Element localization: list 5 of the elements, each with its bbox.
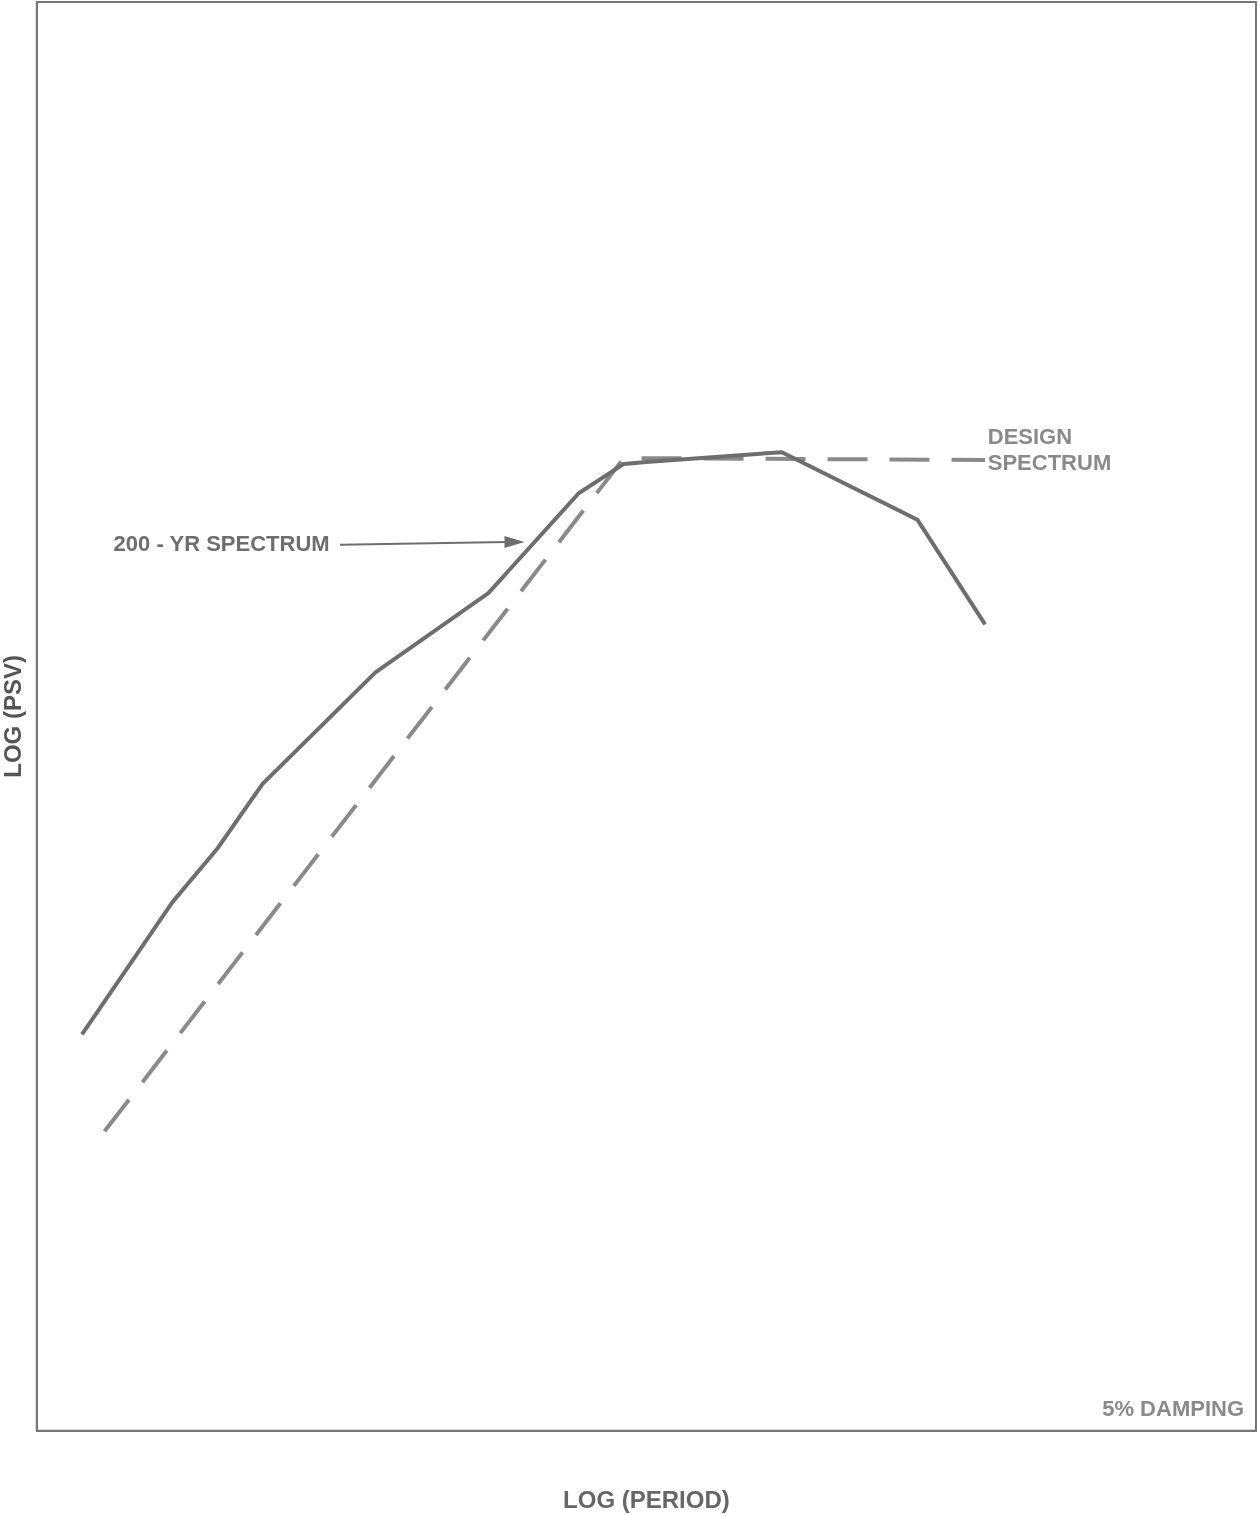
text: 200 - YR SPECTRUM — [113, 531, 330, 557]
x-axis-title: LOG (PERIOD) — [563, 1486, 730, 1514]
y-axis-title: LOG (PSV) — [0, 655, 27, 778]
annotation: 5% DAMPING — [1102, 1395, 1244, 1421]
series-label: DESIGN SPECTRUM — [987, 423, 1112, 475]
